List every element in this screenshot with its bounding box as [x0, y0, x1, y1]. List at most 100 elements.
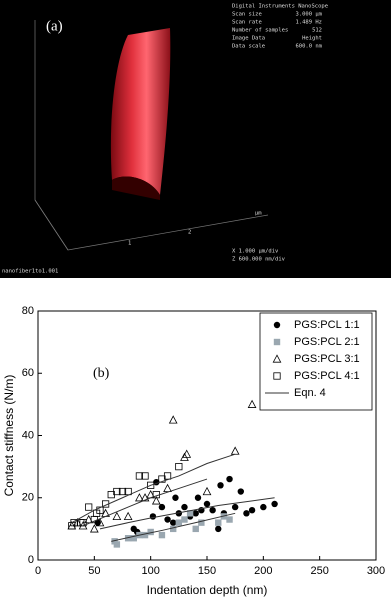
- point: [151, 496, 161, 505]
- point: [175, 463, 183, 471]
- point: [149, 513, 157, 520]
- legend-label: PGS:PCL 4:1: [294, 370, 360, 382]
- point: [135, 472, 143, 480]
- info-value: 600.0 nm: [296, 44, 323, 50]
- point: [202, 486, 212, 496]
- legend-marker: [272, 354, 282, 363]
- info-header: Digital Instruments NanoScope: [232, 4, 328, 10]
- x-tick-label: 300: [367, 565, 385, 577]
- point: [113, 541, 121, 548]
- point: [186, 510, 194, 517]
- y-tick-label: 20: [22, 492, 34, 504]
- point: [147, 481, 155, 489]
- fit-curve: [99, 497, 275, 530]
- y-tick-label: 80: [22, 305, 34, 317]
- point: [271, 500, 278, 508]
- point: [260, 503, 267, 511]
- point: [181, 503, 188, 511]
- point: [112, 511, 122, 521]
- point: [113, 487, 121, 496]
- point: [247, 399, 257, 408]
- x-tick-label: 100: [141, 565, 159, 577]
- point: [168, 415, 178, 424]
- point: [226, 475, 233, 483]
- point: [175, 510, 183, 517]
- legend-box: [259, 312, 373, 411]
- fiber: [110, 28, 171, 195]
- point: [215, 525, 222, 533]
- point: [118, 487, 127, 496]
- legend-label: PGS:PCL 3:1: [294, 353, 360, 365]
- y-tick-label: 40: [22, 429, 34, 441]
- point: [123, 511, 133, 521]
- point: [243, 510, 250, 517]
- legend-label: PGS:PCL 1:1: [294, 319, 360, 331]
- legend-marker: [273, 321, 281, 329]
- scale-x: X 1.000 µm/div: [232, 249, 279, 255]
- point: [226, 516, 233, 523]
- info-value: 1.489 Hz: [296, 20, 323, 26]
- point: [192, 510, 199, 517]
- point: [248, 507, 256, 514]
- x-tick-label: 150: [198, 565, 216, 577]
- legend-label: PGS:PCL 2:1: [294, 336, 360, 348]
- point: [124, 535, 132, 542]
- point: [194, 494, 202, 501]
- info-value: 512: [312, 28, 322, 34]
- point: [175, 519, 183, 526]
- x-tick-label: 250: [310, 565, 328, 577]
- image-background: [0, 0, 391, 278]
- fit-curve: [82, 478, 208, 527]
- point: [95, 517, 105, 527]
- afm-image: (a) Digital Instruments NanoScope µm 1 2…: [0, 0, 391, 278]
- legend-marker: [273, 338, 281, 346]
- point: [217, 482, 224, 489]
- point: [130, 535, 137, 542]
- point: [85, 503, 93, 511]
- fit-curve: [111, 512, 236, 542]
- y-tick-label: 0: [28, 554, 34, 566]
- point: [84, 514, 94, 524]
- image-frame: [34, 199, 69, 251]
- legend-marker: [273, 372, 281, 380]
- axis-tick: 1: [128, 241, 131, 247]
- y-axis-label: Contact stiffness (N/m): [2, 375, 16, 497]
- fiber-shadow: [112, 176, 160, 200]
- info-value: Height: [302, 36, 322, 42]
- point: [181, 516, 188, 523]
- scale-z: Z 600.000 nm/div: [232, 257, 286, 263]
- info-key: Data scale: [232, 44, 265, 50]
- point: [192, 525, 199, 533]
- x-tick-label: 0: [35, 565, 41, 577]
- legend-label: Eqn. 4: [294, 387, 326, 399]
- axis-tick: 2: [188, 230, 191, 236]
- fit-curve: [71, 453, 236, 524]
- point: [158, 503, 166, 511]
- info-key: Scan size: [232, 12, 262, 18]
- y-tick-label: 60: [22, 367, 34, 379]
- point: [170, 519, 177, 526]
- point: [141, 531, 149, 539]
- point: [203, 500, 211, 508]
- info-key: Scan rate: [232, 20, 262, 26]
- annotation: (b): [93, 366, 110, 381]
- point: [230, 446, 240, 455]
- point: [163, 483, 172, 493]
- x-tick-label: 50: [88, 565, 100, 577]
- point: [237, 488, 244, 495]
- axis-unit: µm: [255, 211, 262, 217]
- info-value: 3.000 µm: [296, 12, 323, 18]
- point: [182, 449, 192, 458]
- filename: nanofiber1to1.001: [2, 269, 58, 275]
- point: [164, 516, 171, 523]
- point: [172, 494, 179, 501]
- point: [89, 524, 99, 533]
- x-axis-label: Indentation depth (nm): [147, 583, 268, 597]
- point: [147, 528, 154, 536]
- point: [215, 519, 222, 526]
- point: [198, 519, 205, 526]
- point: [158, 531, 166, 539]
- panel-label: (a): [46, 18, 63, 34]
- point: [96, 506, 104, 514]
